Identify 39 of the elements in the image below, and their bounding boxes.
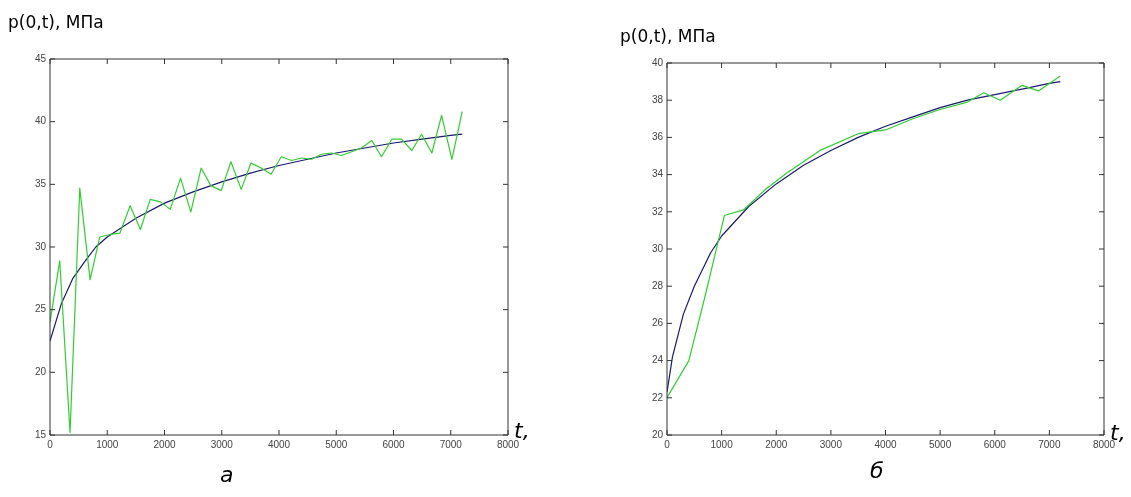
x-tick-label: 5000 (929, 438, 952, 450)
x-tick-label: 8000 (496, 438, 520, 450)
y-tick-label: 22 (651, 391, 664, 403)
y-tick-label: 40 (651, 56, 664, 68)
y-tick-label: 35 (34, 178, 47, 190)
y-axis-title: p(0,t), МПа (8, 12, 104, 32)
y-tick-label: 45 (34, 52, 47, 64)
y-tick-label: 25 (34, 303, 47, 315)
x-tick-label: 7000 (439, 438, 463, 450)
y-tick-label: 36 (651, 131, 664, 143)
x-tick-label: 6000 (382, 438, 406, 450)
x-tick-label: 4000 (267, 438, 291, 450)
y-tick-label: 28 (651, 279, 664, 291)
y-tick-label: 26 (651, 317, 664, 329)
x-tick-label: 6000 (983, 438, 1007, 450)
text: б (870, 458, 884, 483)
y-tick-label: 20 (34, 366, 47, 378)
x-tick-label: 5000 (325, 438, 348, 450)
x-tick-label: 1000 (96, 438, 119, 450)
y-tick-label: 38 (651, 93, 664, 105)
x-tick-label: 2000 (765, 438, 788, 450)
x-tick-label: 1000 (710, 438, 734, 450)
y-tick-label: 32 (651, 205, 664, 217)
y-tick-label: 34 (651, 168, 664, 180)
x-tick-label: 3000 (210, 438, 234, 450)
y-axis-title: p(0,t), МПа (620, 26, 716, 46)
text: а (220, 462, 234, 487)
y-tick-label: 30 (651, 242, 664, 254)
y-tick-label: 20 (651, 428, 664, 440)
x-tick-label: 2000 (153, 438, 177, 450)
x-tick-label: 3000 (819, 438, 843, 450)
x-tick-label: 7000 (1038, 438, 1061, 450)
y-tick-label: 24 (651, 354, 664, 366)
y-tick-label: 40 (34, 115, 47, 127)
y-tick-label: 30 (34, 240, 47, 252)
x-tick-label: 0 (664, 438, 671, 450)
x-tick-label: 4000 (874, 438, 898, 450)
x-tick-label: 0 (47, 438, 54, 450)
y-tick-label: 15 (34, 428, 47, 440)
